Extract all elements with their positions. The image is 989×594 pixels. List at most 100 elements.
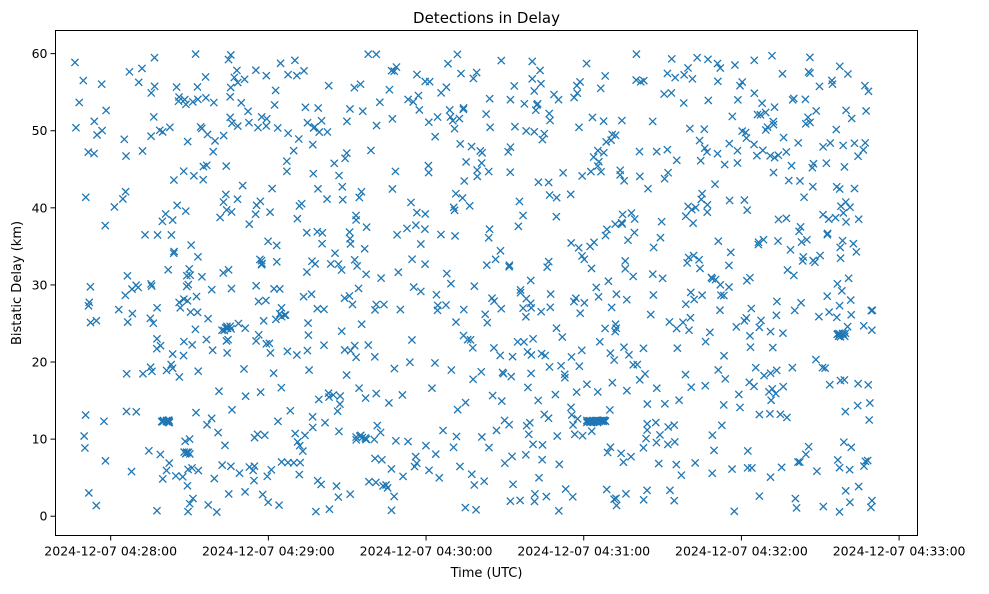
data-point: [449, 203, 458, 212]
data-point: [670, 437, 679, 446]
data-point: [335, 400, 344, 409]
data-point: [671, 73, 680, 82]
data-point: [831, 213, 840, 222]
data-point: [698, 189, 707, 198]
data-point: [859, 462, 869, 471]
data-point: [337, 265, 346, 275]
data-point: [602, 225, 612, 234]
data-point: [364, 50, 373, 59]
data-point: [643, 426, 652, 435]
data-point: [532, 100, 541, 109]
data-point: [411, 221, 420, 230]
data-point: [672, 460, 681, 469]
data-point: [345, 228, 354, 237]
data-point: [545, 362, 554, 372]
data-point: [360, 244, 369, 253]
data-point: [420, 225, 429, 234]
data-point: [451, 318, 461, 327]
data-point: [169, 249, 178, 258]
data-point: [277, 457, 286, 467]
data-point: [345, 234, 355, 243]
data-point: [867, 496, 877, 505]
data-point: [519, 337, 528, 346]
data-point: [433, 306, 442, 315]
data-point: [544, 178, 553, 187]
data-point: [325, 505, 334, 514]
data-point: [777, 463, 786, 472]
data-point: [410, 462, 419, 471]
data-point: [221, 190, 230, 199]
data-point: [570, 93, 579, 102]
data-point: [599, 117, 608, 126]
data-point: [438, 426, 448, 435]
data-point: [478, 148, 487, 157]
data-point: [281, 311, 290, 320]
data-point: [529, 334, 538, 343]
data-point: [719, 400, 728, 409]
data-point: [610, 495, 619, 504]
data-point: [217, 326, 227, 335]
data-point: [484, 443, 494, 452]
data-point: [778, 329, 787, 338]
data-point: [713, 149, 722, 158]
data-point: [176, 303, 185, 312]
data-point: [866, 503, 875, 512]
data-point: [319, 341, 329, 350]
data-point: [245, 220, 254, 229]
data-point: [852, 247, 861, 256]
data-point: [840, 162, 849, 171]
data-point: [350, 83, 359, 92]
data-point: [140, 230, 150, 239]
data-point: [372, 121, 381, 130]
data-point: [746, 343, 755, 352]
data-point: [837, 286, 846, 295]
data-point: [424, 118, 433, 127]
data-point: [835, 507, 844, 516]
data-point: [241, 392, 250, 401]
data-point: [390, 67, 399, 76]
data-point: [526, 276, 535, 285]
data-point: [677, 471, 686, 480]
y-tick-label: 40: [32, 200, 48, 215]
data-point: [530, 489, 539, 498]
data-point: [446, 279, 456, 288]
data-point: [354, 284, 363, 293]
data-point: [545, 191, 554, 200]
data-point: [162, 366, 171, 375]
data-point: [146, 363, 155, 372]
data-point: [703, 55, 713, 64]
data-point: [81, 410, 90, 420]
data-point: [685, 124, 694, 133]
data-point: [672, 156, 681, 165]
data-point: [241, 487, 250, 496]
data-point: [315, 128, 324, 137]
data-point: [184, 280, 193, 289]
data-point: [121, 152, 131, 161]
data-point: [496, 246, 505, 255]
data-point: [755, 492, 764, 501]
data-point: [863, 456, 872, 465]
data-point: [765, 409, 774, 418]
data-point: [467, 142, 476, 151]
data-point: [123, 271, 132, 280]
data-point: [652, 147, 661, 156]
data-point: [560, 370, 569, 379]
data-point: [424, 466, 434, 475]
data-point: [735, 81, 745, 90]
data-point: [575, 77, 585, 86]
data-point: [396, 305, 405, 314]
data-point: [621, 264, 630, 273]
data-point: [262, 114, 271, 123]
data-point: [120, 135, 129, 144]
data-point: [587, 264, 596, 273]
data-point: [776, 410, 785, 419]
x-tick-label: 2024-12-07 04:29:00: [202, 544, 335, 559]
data-point: [639, 76, 648, 85]
data-point: [144, 446, 153, 455]
data-point: [767, 396, 776, 405]
data-point: [314, 103, 323, 113]
data-point: [377, 455, 386, 464]
x-axis-label: Time (UTC): [450, 566, 523, 581]
data-point: [431, 450, 440, 459]
data-point: [303, 118, 312, 127]
